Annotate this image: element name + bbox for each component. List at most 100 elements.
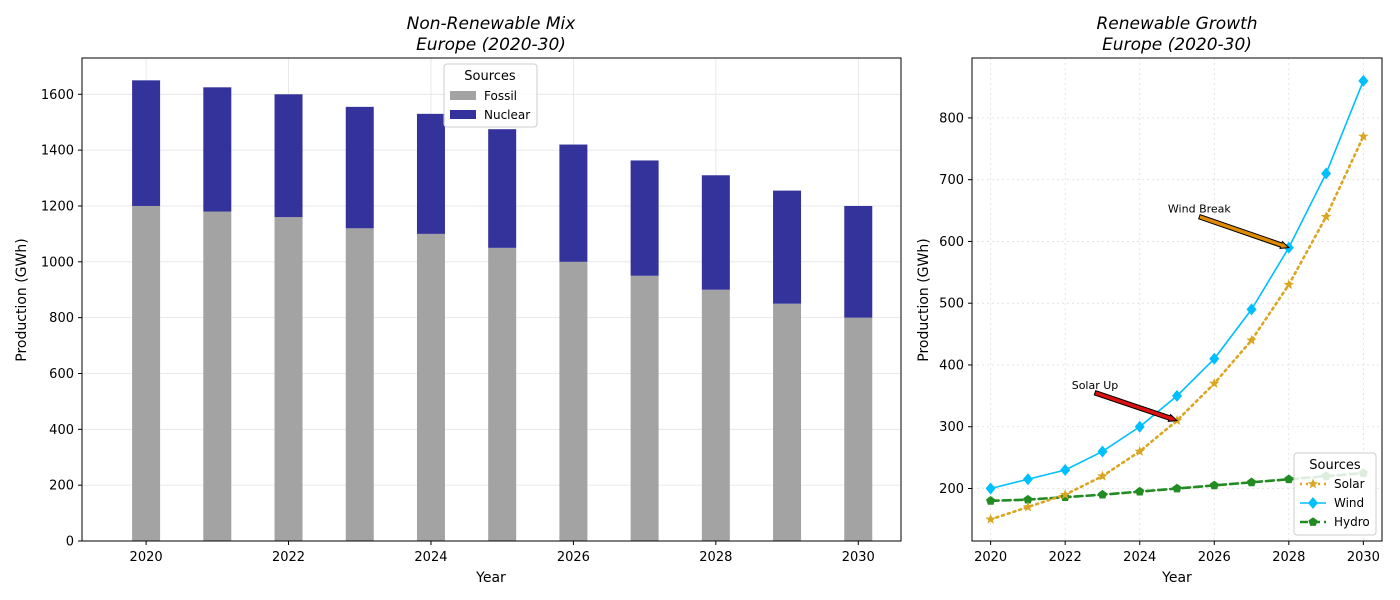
bar-nuclear-2028 <box>701 175 730 290</box>
point-hydro-2025 <box>1172 483 1182 493</box>
bar-nuclear-2027 <box>630 160 659 276</box>
annotation-text-wind-break: Wind Break <box>1168 203 1231 216</box>
left-ytick-label-200: 200 <box>49 479 74 494</box>
point-hydro-2023 <box>1097 489 1108 499</box>
bar-nuclear-2030 <box>844 205 873 318</box>
left-chart-title-line2: Europe (2020-30) <box>416 35 566 55</box>
legend-marker-solar <box>1307 478 1319 489</box>
right-ytick-label-300: 300 <box>939 420 964 435</box>
point-solar-2023 <box>1097 470 1108 481</box>
left-xtick-label-2022: 2022 <box>272 550 305 565</box>
left-y-axis-label: Production (GWh) <box>14 238 30 361</box>
point-wind-2023 <box>1097 445 1108 458</box>
point-wind-2030 <box>1358 74 1369 87</box>
right-ytick-label-700: 700 <box>939 173 964 188</box>
bar-nuclear-2020 <box>132 80 161 206</box>
bar-nuclear-2026 <box>559 144 588 262</box>
point-wind-2027 <box>1246 303 1257 316</box>
right-y-ticks: 200 300 400 500 600 700 800 <box>939 111 972 497</box>
left-xtick-label-2030: 2030 <box>842 550 875 565</box>
point-solar-2026 <box>1209 378 1220 388</box>
right-plot-frame <box>971 57 1383 542</box>
bar-fossil-2028 <box>701 289 730 541</box>
left-ytick-label-1600: 1600 <box>41 88 74 103</box>
point-wind-2029 <box>1321 167 1332 180</box>
point-wind-2024 <box>1134 420 1145 433</box>
point-solar-2020 <box>985 513 996 524</box>
legend-swatch-fossil <box>450 91 476 100</box>
left-chart-title-line1: Non-Renewable Mix <box>407 14 577 34</box>
left-xtick-label-2020: 2020 <box>130 550 163 565</box>
point-wind-2026 <box>1209 352 1220 365</box>
left-ytick-label-1200: 1200 <box>41 199 74 214</box>
point-solar-2022 <box>1059 489 1071 500</box>
right-x-axis-label: Year <box>1161 570 1192 586</box>
right-xtick-label-2020: 2020 <box>974 550 1007 565</box>
bar-nuclear-2025 <box>488 129 517 248</box>
point-hydro-2026 <box>1209 480 1219 490</box>
left-bars <box>132 80 873 542</box>
right-ytick-label-400: 400 <box>939 358 964 373</box>
right-ytick-label-800: 800 <box>939 111 964 126</box>
bar-fossil-2024 <box>416 233 445 541</box>
right-annotations: Wind Break Solar Up <box>1072 203 1290 422</box>
bar-fossil-2029 <box>773 303 802 541</box>
right-ytick-label-600: 600 <box>939 235 964 250</box>
legend-label-solar: Solar <box>1334 477 1365 491</box>
left-xtick-label-2024: 2024 <box>414 550 447 565</box>
point-solar-2029 <box>1320 211 1332 222</box>
left-legend-title: Sources <box>464 69 516 84</box>
point-wind-2022 <box>1060 463 1071 476</box>
point-wind-2021 <box>1022 473 1033 486</box>
point-solar-2021 <box>1022 501 1034 512</box>
point-solar-2030 <box>1358 130 1369 141</box>
left-ytick-label-0: 0 <box>66 535 74 550</box>
bar-fossil-2022 <box>274 217 303 541</box>
right-chart-title-line2: Europe (2020-30) <box>1102 35 1252 55</box>
bar-nuclear-2029 <box>773 190 802 304</box>
right-chart: Renewable Growth Europe (2020-30) Wind B… <box>916 14 1383 586</box>
left-x-ticks: 2020 2022 2024 2026 2028 2030 <box>130 541 875 565</box>
legend-label-hydro: Hydro <box>1334 515 1370 529</box>
point-solar-2024 <box>1134 445 1145 456</box>
right-xtick-label-2028: 2028 <box>1272 550 1305 565</box>
point-hydro-2024 <box>1135 486 1145 496</box>
right-x-ticks: 2020 2022 2024 2026 2028 2030 <box>974 541 1380 565</box>
bar-fossil-2023 <box>345 228 374 542</box>
left-y-ticks: 0 200 400 600 800 1000 1200 1400 1600 <box>41 88 82 550</box>
annotation-text-solar-up: Solar Up <box>1072 379 1119 392</box>
bar-fossil-2020 <box>132 205 161 541</box>
legend-label-wind: Wind <box>1334 496 1364 510</box>
right-legend-box <box>1293 452 1377 536</box>
right-legend-title: Sources <box>1309 458 1361 473</box>
right-ytick-label-500: 500 <box>939 297 964 312</box>
point-hydro-2027 <box>1246 477 1257 487</box>
right-legend-entries: Solar Wind Hydro <box>1300 477 1370 529</box>
point-solar-2028 <box>1283 279 1295 290</box>
annotation-arrow-solar-up <box>1093 390 1179 422</box>
right-markers <box>985 74 1369 524</box>
right-xtick-label-2026: 2026 <box>1198 550 1231 565</box>
point-hydro-2021 <box>1023 494 1033 504</box>
left-x-axis-label: Year <box>475 570 506 586</box>
point-hydro-2020 <box>986 496 996 505</box>
point-hydro-2028 <box>1284 474 1294 484</box>
bar-fossil-2030 <box>844 317 873 541</box>
right-y-axis-label: Production (GWh) <box>916 238 932 361</box>
right-legend: Sources Solar Wind Hydro <box>1293 452 1377 536</box>
point-solar-2027 <box>1246 334 1257 345</box>
right-ytick-label-200: 200 <box>939 482 964 497</box>
bar-nuclear-2021 <box>203 87 232 212</box>
left-plot-frame <box>81 57 902 542</box>
left-xtick-label-2026: 2026 <box>557 550 590 565</box>
left-ytick-label-1000: 1000 <box>41 255 74 270</box>
right-chart-title-line1: Renewable Growth <box>1096 14 1257 34</box>
annotation-arrow-wind-break <box>1198 214 1290 249</box>
bar-fossil-2026 <box>559 261 588 541</box>
bar-nuclear-2022 <box>274 94 303 218</box>
left-chart: Non-Renewable Mix Europe (2020-30) 2020 2… <box>14 14 902 586</box>
line-wind <box>989 80 1365 490</box>
bar-nuclear-2024 <box>416 113 445 234</box>
right-xtick-label-2030: 2030 <box>1347 550 1380 565</box>
